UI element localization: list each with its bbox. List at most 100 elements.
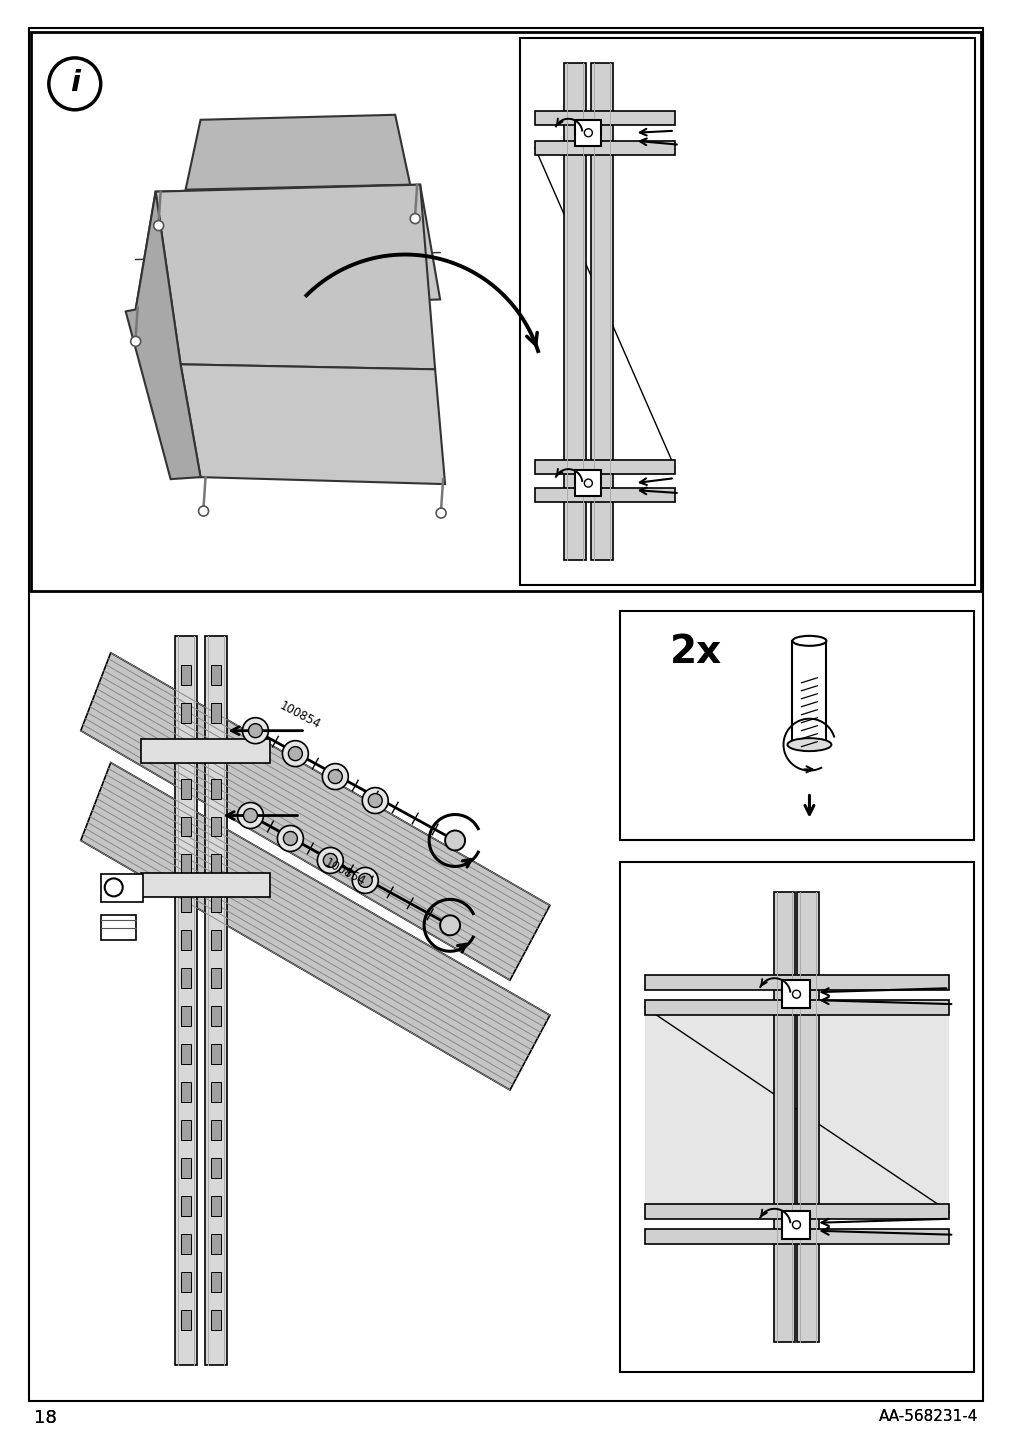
Ellipse shape — [238, 802, 263, 829]
Bar — [619, 862, 974, 1372]
Bar — [644, 1000, 948, 1015]
Bar — [210, 703, 220, 723]
Bar — [180, 816, 190, 836]
Bar — [210, 1272, 220, 1292]
Bar — [644, 1229, 948, 1244]
Bar — [782, 981, 810, 1008]
Bar — [180, 855, 190, 875]
Bar — [210, 1083, 220, 1103]
Circle shape — [49, 57, 101, 110]
Circle shape — [130, 337, 141, 347]
Bar — [210, 816, 220, 836]
Bar — [619, 611, 974, 841]
Bar — [210, 968, 220, 988]
Bar — [792, 642, 826, 746]
Circle shape — [792, 1220, 800, 1229]
Circle shape — [583, 129, 591, 136]
Circle shape — [198, 505, 208, 516]
Text: 18: 18 — [33, 1409, 57, 1428]
Ellipse shape — [244, 809, 257, 822]
Text: 100854: 100854 — [323, 856, 368, 889]
Bar — [180, 1083, 190, 1103]
Bar — [175, 636, 196, 1365]
Circle shape — [104, 878, 122, 896]
Bar — [210, 779, 220, 799]
Circle shape — [583, 480, 591, 487]
Bar — [141, 739, 270, 763]
Ellipse shape — [362, 788, 388, 813]
Text: i: i — [70, 69, 80, 97]
Ellipse shape — [352, 868, 378, 894]
Ellipse shape — [440, 915, 460, 935]
Bar — [210, 1310, 220, 1329]
Polygon shape — [81, 653, 549, 981]
Bar — [204, 636, 226, 1365]
Bar — [210, 1196, 220, 1216]
Bar — [180, 892, 190, 912]
Bar — [210, 740, 220, 760]
Ellipse shape — [282, 740, 308, 766]
Bar — [141, 874, 270, 898]
Ellipse shape — [323, 763, 348, 789]
Polygon shape — [125, 192, 200, 480]
Bar — [101, 875, 143, 902]
Ellipse shape — [368, 793, 382, 808]
Bar — [535, 110, 674, 125]
Polygon shape — [185, 115, 409, 189]
Text: AA-568231-4: AA-568231-4 — [878, 1409, 978, 1425]
Polygon shape — [180, 364, 445, 484]
Ellipse shape — [283, 832, 297, 845]
Bar — [180, 1120, 190, 1140]
Ellipse shape — [243, 717, 268, 743]
Bar — [535, 488, 674, 503]
Polygon shape — [81, 763, 549, 1090]
Ellipse shape — [792, 740, 826, 750]
Bar — [644, 1204, 948, 1219]
Bar — [210, 1044, 220, 1064]
Ellipse shape — [328, 769, 342, 783]
Bar — [30, 32, 981, 591]
Bar — [180, 664, 190, 684]
Bar — [180, 968, 190, 988]
Ellipse shape — [445, 831, 465, 851]
Ellipse shape — [323, 853, 337, 868]
Text: 100854: 100854 — [277, 699, 323, 732]
Bar — [575, 470, 601, 495]
Circle shape — [792, 990, 800, 998]
Bar — [180, 1007, 190, 1027]
Bar — [210, 1007, 220, 1027]
Bar — [590, 63, 613, 560]
Ellipse shape — [288, 746, 302, 760]
Bar — [210, 1120, 220, 1140]
Ellipse shape — [358, 874, 372, 888]
Bar — [772, 892, 795, 1342]
Bar — [180, 1310, 190, 1329]
Ellipse shape — [787, 737, 831, 752]
Ellipse shape — [792, 636, 826, 646]
Bar — [180, 779, 190, 799]
Bar — [210, 855, 220, 875]
Circle shape — [436, 508, 446, 518]
Bar — [782, 1211, 810, 1239]
Bar — [520, 37, 975, 584]
Bar — [180, 1196, 190, 1216]
Polygon shape — [156, 185, 435, 369]
Bar — [210, 892, 220, 912]
Ellipse shape — [317, 848, 343, 874]
Bar — [180, 1272, 190, 1292]
Bar — [210, 931, 220, 951]
Bar — [563, 63, 585, 560]
Bar — [180, 931, 190, 951]
Bar — [180, 740, 190, 760]
Ellipse shape — [277, 825, 303, 852]
Circle shape — [154, 221, 164, 231]
Text: AA-568231-4: AA-568231-4 — [878, 1409, 978, 1425]
Bar — [180, 1044, 190, 1064]
Bar — [575, 120, 601, 146]
Polygon shape — [644, 1007, 948, 1211]
Ellipse shape — [249, 723, 262, 737]
Bar — [210, 1158, 220, 1179]
Bar — [210, 1234, 220, 1254]
Bar — [644, 975, 948, 990]
Polygon shape — [135, 185, 440, 309]
